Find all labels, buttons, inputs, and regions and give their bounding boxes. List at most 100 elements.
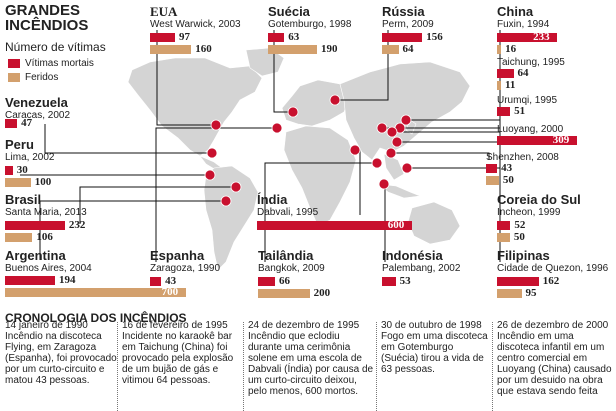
label-deaths-taichung: 64 <box>517 67 529 79</box>
place-eua: West Warwick, 2003 <box>150 19 241 30</box>
country-coreia: Coreia do Sul <box>497 192 581 207</box>
country-india: Índia <box>257 192 288 207</box>
chronology-item: 16 de fevereiro de 1995 Incidente no kara… <box>122 320 242 386</box>
bar-injured-taichung <box>497 81 501 90</box>
chronology-item: 24 de dezembro de 1995 Incêndio que eclod… <box>248 320 374 397</box>
bar-injured-russia <box>382 45 399 54</box>
chronology-date: 24 de dezembro de 1995 <box>248 320 360 331</box>
chronology-text: Incêndio na discoteca Flying, em Zaragoz… <box>5 331 117 386</box>
label-deaths-luoyang: 309 <box>552 134 570 146</box>
bar-deaths-suecia <box>268 33 285 42</box>
chronology-date: 30 de outubro de 1998 <box>381 320 482 331</box>
place-tailandia: Bangkok, 2009 <box>258 263 325 274</box>
bar-deaths-indonesia <box>382 277 396 286</box>
bar-deaths-shenzhen <box>486 164 498 173</box>
bar-injured-peru <box>5 178 31 187</box>
chronology-date: 16 de fevereiro de 1995 <box>122 320 228 331</box>
bar-injured-eua <box>150 45 192 54</box>
africa-landmass <box>283 125 357 227</box>
bar-deaths-china <box>497 33 558 42</box>
chronology-divider <box>117 322 118 411</box>
place-india: Dabvali, 1995 <box>257 207 319 218</box>
connector-shenzhen <box>391 152 490 160</box>
country-argentina: Argentina <box>5 248 66 263</box>
bar-deaths-eua <box>150 33 176 42</box>
bar-deaths-espanha <box>150 277 162 286</box>
place-russia: Perm, 2009 <box>382 19 434 30</box>
label-deaths-venezuela: 47 <box>21 117 33 129</box>
label-injured-filipinas: 95 <box>525 287 537 299</box>
bar-deaths-india <box>257 221 412 230</box>
legend-label-injured: Feridos <box>25 72 59 83</box>
world-map <box>20 30 501 271</box>
indonesia-landmass <box>377 183 421 199</box>
connector-eua <box>156 30 216 126</box>
country-eua: EUA <box>150 4 178 19</box>
label-injured-china: 16 <box>505 43 517 55</box>
bar-deaths-russia <box>382 33 423 42</box>
connector-espanha <box>155 127 277 262</box>
marker-venezuela <box>206 147 218 159</box>
label-deaths-urumqi: 51 <box>514 105 526 117</box>
japan-landmass <box>405 119 417 135</box>
marker-shenzhen <box>385 147 397 159</box>
chart-title: GRANDES INCÊNDIOS <box>5 2 89 34</box>
place-shenzhen: Shenzhen, 2008 <box>486 152 559 163</box>
marker-suecia <box>287 106 299 118</box>
legend-swatch-deaths <box>8 58 20 68</box>
label-injured-eua: 160 <box>195 43 212 55</box>
country-brasil: Brasil <box>5 192 42 207</box>
label-deaths-india: 600 <box>387 219 405 231</box>
marker-eua <box>210 119 222 131</box>
chronology-item: 14 janeiro de 1990 Incêndio na discoteca … <box>5 320 117 386</box>
country-china: China <box>497 4 534 19</box>
label-deaths-shenzhen: 43 <box>501 162 513 174</box>
label-deaths-espanha: 43 <box>165 275 177 287</box>
label-injured-russia: 64 <box>402 43 414 55</box>
chronology-item: 26 de dezembro de 2000 Incêndio em uma di… <box>497 320 613 397</box>
marker-russia <box>329 94 341 106</box>
label-injured-coreia: 50 <box>513 231 525 243</box>
country-suecia: Suécia <box>268 4 310 19</box>
europe-landmass <box>281 79 351 127</box>
label-injured-shenzhen: 50 <box>502 174 514 186</box>
marker-india <box>349 144 361 156</box>
label-injured-tailandia: 200 <box>313 287 331 299</box>
marker-espanha <box>271 122 283 134</box>
place-china: Fuxin, 1994 <box>497 19 550 30</box>
label-deaths-tailandia: 66 <box>279 275 291 287</box>
label-injured-brasil: 106 <box>36 231 53 243</box>
chronology-text: Incêndio em uma discoteca infantil em um… <box>497 331 612 397</box>
label-deaths-russia: 156 <box>426 31 443 43</box>
place-argentina: Buenos Aires, 2004 <box>5 263 92 274</box>
place-brasil: Santa Maria, 2013 <box>5 207 87 218</box>
bar-deaths-venezuela <box>5 119 18 128</box>
bar-injured-coreia <box>497 233 510 242</box>
place-taichung: Taichung, 1995 <box>497 57 565 68</box>
connector-argentina <box>39 200 226 260</box>
label-deaths-argentina: 194 <box>59 274 76 286</box>
north-america-landmass <box>127 57 263 157</box>
connector-brasil <box>79 186 236 224</box>
legend-item-deaths: Vítimas mortais <box>8 58 94 69</box>
place-indonesia: Palembang, 2002 <box>382 263 461 274</box>
bar-deaths-brasil <box>5 221 65 230</box>
chronology-text: Fogo em uma discoteca em Gotemburgo (Sué… <box>381 331 488 375</box>
country-peru: Peru <box>5 137 34 152</box>
marker-coreia <box>400 114 412 126</box>
marker-urumqi <box>376 122 388 134</box>
bar-injured-filipinas <box>497 289 522 298</box>
legend-label-deaths: Vítimas mortais <box>25 58 94 69</box>
bar-deaths-luoyang <box>497 136 577 145</box>
chronology-divider <box>376 322 377 411</box>
marker-argentina <box>220 195 232 207</box>
country-tailandia: Tailândia <box>258 248 314 263</box>
label-injured-peru: 100 <box>34 176 52 188</box>
marker-tailandia <box>371 157 383 169</box>
country-espanha: Espanha <box>150 248 205 263</box>
chronology-date: 14 janeiro de 1990 <box>5 320 88 331</box>
connector-filipinas <box>407 167 501 262</box>
bar-injured-tailandia <box>258 289 310 298</box>
place-urumqi: Urumqi, 1995 <box>497 95 558 106</box>
label-injured-suecia: 190 <box>321 43 338 55</box>
